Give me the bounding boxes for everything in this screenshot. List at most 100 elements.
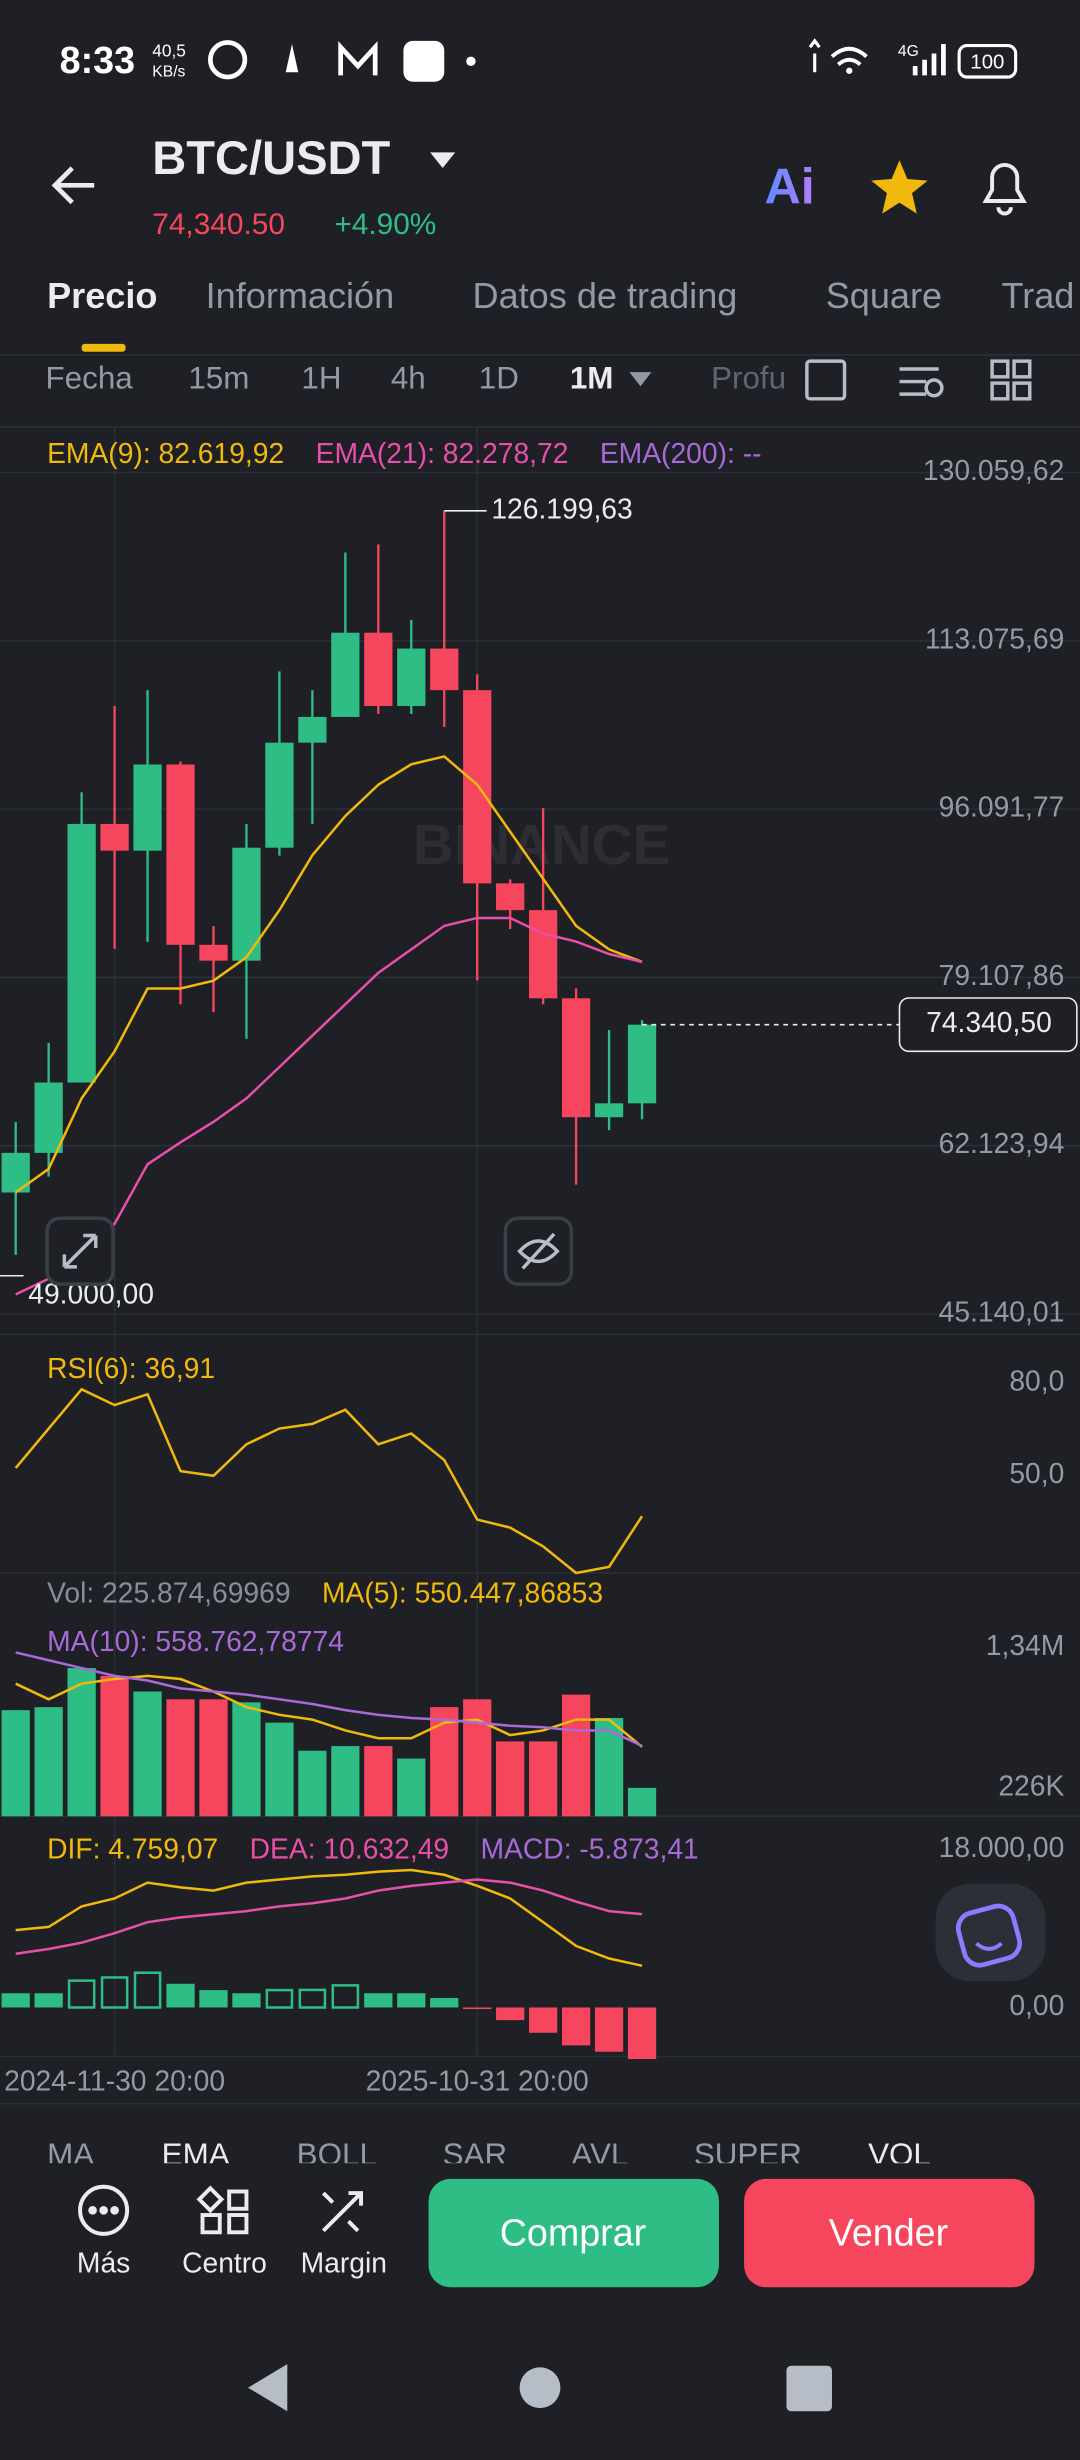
volume-bar [298,1750,327,1817]
nav-home[interactable] [519,2367,561,2409]
macd-bar [463,2007,492,2010]
sell-label[interactable]: Vender [829,2211,948,2253]
interval[interactable]: 4h [391,360,426,395]
volume-bar [133,1691,162,1817]
candle-body [331,632,360,717]
watermark: BINANCE [413,813,670,876]
indicator-line [14,1387,644,1575]
y-tick-label: 45.140,01 [939,1295,1065,1327]
back-button[interactable] [51,166,95,205]
y-tick-label: 226K [998,1769,1064,1801]
macd-bar [430,1998,459,2008]
tab[interactable]: Información [206,275,395,316]
nav-back[interactable] [248,2364,288,2412]
interval[interactable]: Fecha [46,360,134,395]
status-battery: 100 [970,51,1004,73]
macd-bar [265,1988,294,2009]
legend-entry: RSI(6): 36,91 [47,1352,215,1384]
volume-bar [34,1707,63,1817]
x-tick-label: 2025-10-31 20:00 [366,2065,589,2097]
alert-bell[interactable] [982,162,1027,216]
interval-dropdown [629,372,652,387]
tab[interactable]: Datos de trading [473,275,738,316]
volume-bar [67,1668,96,1817]
candle-body [100,823,129,851]
chart-tool-icons [805,359,1032,401]
pair-dropdown[interactable] [430,152,456,169]
legend-entry: MA(5): 550.447,86853 [322,1576,603,1608]
fullscreen-icon[interactable] [805,359,847,401]
actions: Más Centro Margin [77,2247,387,2279]
status-time: 8:33 [60,39,135,81]
candle-body [199,944,228,961]
interval[interactable]: 1D [479,360,519,395]
macd-bar [67,1979,96,2009]
legend-entry: MACD: -5.873,41 [481,1832,699,1864]
y-tick-label: 62.123,94 [939,1127,1065,1159]
candle-body [265,742,294,848]
volume-bar [265,1722,294,1817]
legend-entry: EMA(21): 82.278,72 [316,437,569,469]
volume-bar [331,1746,360,1817]
high-label: 126.199,63 [491,492,632,524]
tab[interactable]: Square [826,275,942,316]
candle-body [166,764,195,945]
action-label[interactable]: Más [77,2247,130,2279]
last-price: 74,340.50 [152,208,285,241]
macd-bar [594,2007,624,2052]
ai-button[interactable]: Ai [764,158,814,214]
interval[interactable]: 1M [570,360,614,395]
macd-bar [529,2007,558,2033]
volume-bar [627,1787,657,1817]
legend-entry: DEA: 10.632,49 [250,1832,449,1864]
status-speed-unit: KB/s [152,63,185,80]
volume-bar [561,1694,591,1817]
y-tick-label: 80,0 [1009,1365,1064,1397]
macd-bar [627,2007,657,2060]
pair-title[interactable]: BTC/USDT [152,131,390,184]
assistant-button[interactable] [935,1883,1046,1982]
interval[interactable]: 1H [301,360,341,395]
last-price-label: 74.340,50 [926,1006,1052,1038]
indicator-line [15,1674,643,1748]
volume-bar [166,1699,195,1817]
y-tick-label: 96.091,77 [939,791,1065,823]
macd-bar [34,1993,63,2008]
candle-body [133,764,162,851]
candle-body [34,1082,63,1153]
favorite-star[interactable] [871,160,928,214]
interval[interactable]: 15m [188,360,249,395]
action-icons [78,2184,364,2236]
y-tick-label: 18.000,00 [939,1831,1065,1863]
last-price-box [898,997,1078,1053]
macd-bar [133,1971,162,2009]
action-label[interactable]: Centro [182,2247,267,2279]
y-tick-label: 113.075,69 [925,622,1064,654]
nav-bar [248,2364,832,2412]
volume-bar [397,1758,426,1817]
macd-bar [397,1993,426,2008]
buy-button[interactable] [428,2178,719,2288]
indicator-line [14,755,643,1194]
volume-bar [529,1741,558,1817]
candle-body [364,632,393,707]
y-tick-label: 130.059,62 [923,454,1064,486]
y-tick-label: 50,0 [1009,1457,1064,1489]
interval[interactable]: Profu [711,360,786,395]
candle-body [430,648,459,691]
tab[interactable]: Precio [47,275,157,316]
buy-label[interactable]: Comprar [500,2211,646,2253]
status-speed: 40,5 [152,40,186,60]
candle-body [594,1103,624,1118]
nav-recent[interactable] [786,2365,832,2412]
sell-button[interactable] [744,2178,1035,2288]
tab[interactable]: Trad [1002,275,1075,316]
legend-entry: EMA(200): -- [600,437,762,469]
action-label[interactable]: Margin [301,2247,387,2279]
volume-bar [364,1746,393,1817]
macd-bar [100,1976,129,2009]
candle-body [561,998,591,1118]
candle-body [397,648,426,707]
legend-entry: DIF: 4.759,07 [47,1832,218,1864]
indicator-line [15,916,643,1296]
